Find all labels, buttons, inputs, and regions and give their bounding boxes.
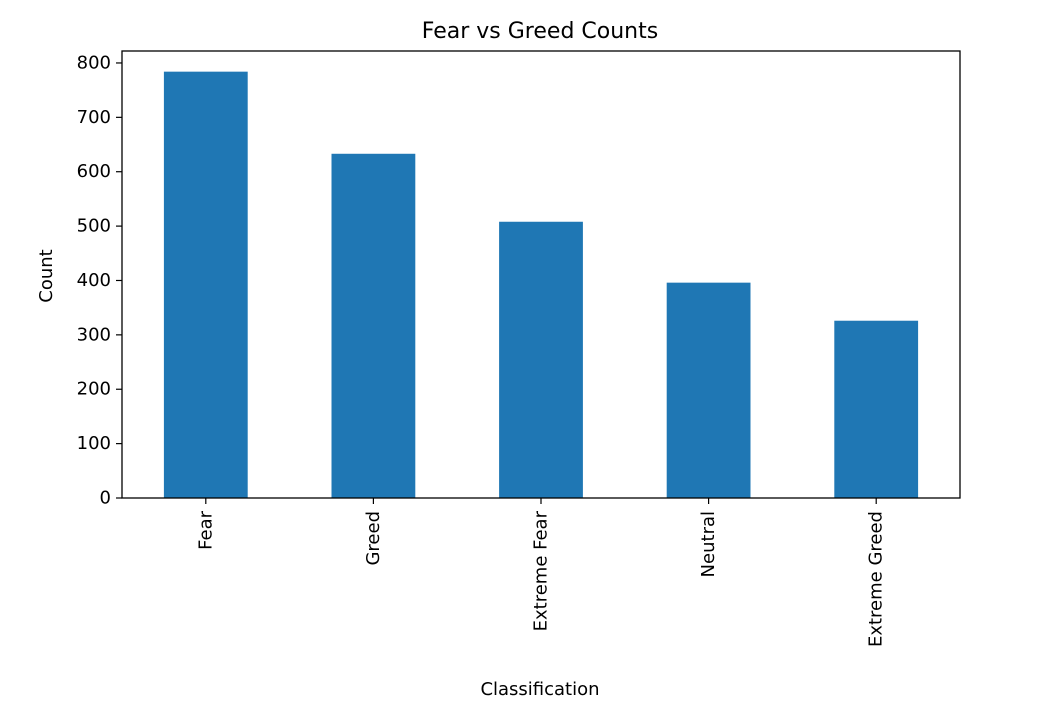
- x-tick-label: Fear: [195, 510, 216, 549]
- x-tick-label: Neutral: [698, 511, 719, 577]
- y-axis-ticks: 0 100 200 300 400 500 600 700 800: [77, 52, 122, 509]
- plot-frame: [121, 50, 961, 499]
- x-tick-label: Greed: [363, 511, 384, 566]
- y-tick-label: 400: [77, 270, 111, 291]
- x-tick-label: Extreme Fear: [531, 510, 552, 631]
- y-tick-label: 0: [100, 488, 111, 509]
- x-axis-label: Classification: [480, 679, 599, 700]
- y-tick-label: 500: [77, 216, 111, 237]
- y-tick-label: 700: [77, 107, 111, 128]
- y-tick-label: 200: [77, 379, 111, 400]
- bar-extreme-fear: [499, 221, 583, 498]
- bar-fear: [163, 71, 248, 498]
- y-axis-label: Count: [36, 249, 57, 302]
- bar-neutral: [666, 282, 751, 498]
- bar-extreme-greed: [834, 320, 919, 498]
- bars-group: [163, 71, 919, 498]
- y-tick-label: 100: [77, 433, 111, 454]
- bar-greed: [331, 153, 416, 498]
- x-tick-label: Extreme Greed: [866, 511, 887, 647]
- y-tick-label: 800: [77, 52, 111, 73]
- x-axis-ticks: Fear Greed Extreme Fear Neutral Extreme Gree…: [195, 498, 887, 647]
- y-tick-label: 600: [77, 161, 111, 182]
- y-tick-label: 300: [77, 324, 111, 345]
- chart-title: Fear vs Greed Counts: [422, 19, 658, 44]
